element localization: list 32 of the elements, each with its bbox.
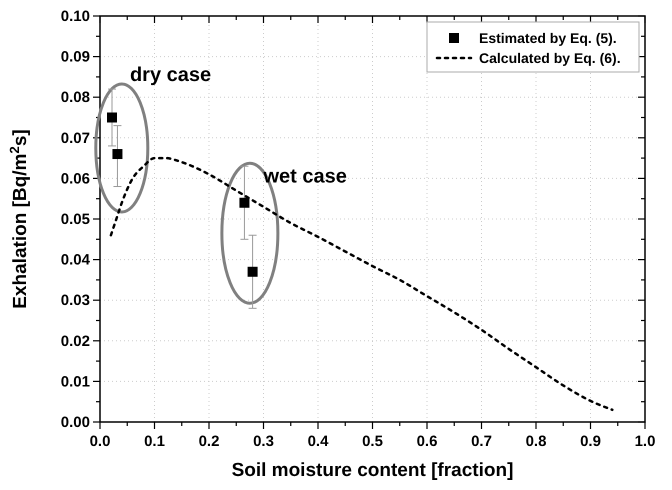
annotation: wet case — [262, 165, 347, 188]
x-tick-label: 1.0 — [634, 433, 656, 450]
point — [106, 112, 117, 122]
x-tick-label: 0.7 — [471, 433, 492, 450]
x-tick-label: 0.9 — [580, 433, 601, 450]
point — [112, 149, 122, 160]
x-tick-label: 0.0 — [90, 433, 110, 450]
y-tick-label: 0.07 — [60, 130, 90, 147]
x-tick-label: 0.6 — [416, 433, 438, 450]
y-tick-label: 0.10 — [60, 8, 90, 25]
point — [248, 266, 258, 277]
y-tick-label: 0.09 — [60, 48, 90, 66]
y-tick-label: 0.02 — [60, 332, 90, 350]
x-tick-label: 0.2 — [198, 433, 220, 450]
line-series — [110, 156, 614, 412]
point — [239, 198, 250, 208]
y-tick-label: 0.01 — [60, 373, 90, 390]
y-tick-label: 0.05 — [60, 211, 90, 228]
x-tick-label: 0.3 — [253, 433, 274, 450]
y-tick-label: 0.08 — [60, 89, 90, 106]
legend-label: Calculated by Eq. (6). — [479, 50, 621, 66]
annotation: dry case — [130, 64, 212, 86]
x-tick-label: 0.1 — [144, 433, 165, 450]
x-tick-label: 0.8 — [526, 433, 546, 450]
y-tick-label: 0.04 — [60, 252, 91, 269]
y-tick-label: 0.00 — [60, 414, 90, 431]
y-tick-label: 0.03 — [60, 292, 90, 310]
x-tick-label: 0.4 — [308, 433, 330, 450]
y-tick-label: 0.06 — [60, 170, 90, 188]
x-axis-title: Soil moisture content [fraction] — [232, 460, 514, 481]
legend-label: Estimated by Eq. (5). — [479, 30, 617, 46]
x-tick-label: 0.5 — [362, 433, 383, 450]
